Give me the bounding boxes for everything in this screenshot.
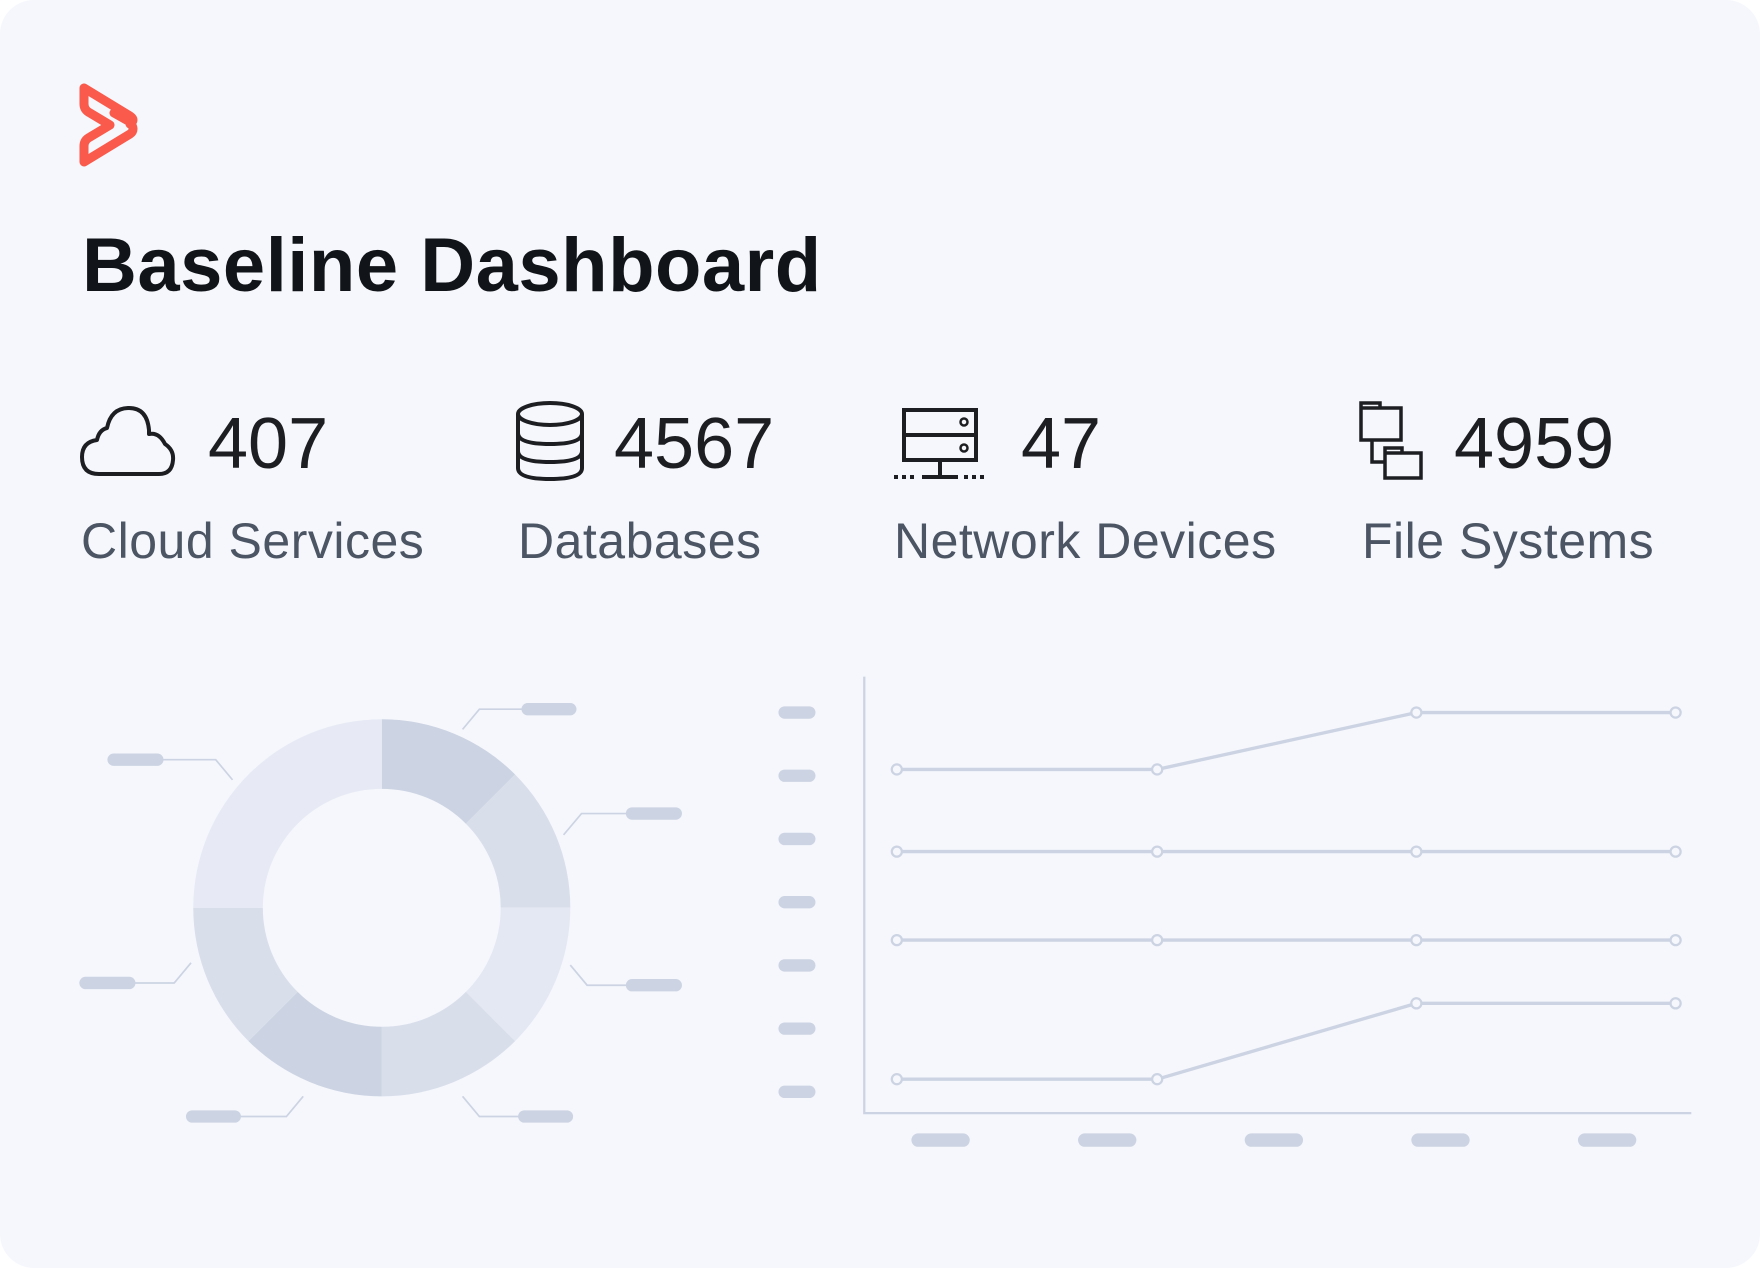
stat-label: Databases [518, 513, 762, 569]
stat-value: 47 [1021, 404, 1102, 484]
series-point [1150, 763, 1164, 776]
donut-chart [193, 719, 571, 1097]
donut-leader-line [562, 812, 627, 836]
donut-slice-3 [465, 907, 571, 1042]
series-line-4 [896, 1001, 1676, 1081]
donut-leader-line [134, 962, 192, 984]
donut-leader-line [162, 758, 234, 781]
donut-label-callouts [79, 703, 682, 1123]
folders-icon [1359, 401, 1423, 480]
series-point [1150, 1073, 1164, 1086]
line-chart [778, 676, 1692, 1147]
series-point [1410, 997, 1423, 1010]
series-point [1669, 997, 1682, 1010]
series-point [1410, 933, 1423, 947]
stat-label: Cloud Services [81, 513, 425, 569]
donut-leader-line [569, 964, 627, 987]
stat-label: File Systems [1362, 513, 1655, 569]
stat-value: 4959 [1454, 404, 1615, 484]
donut-slice-7 [193, 719, 382, 908]
donut-slice-1 [381, 719, 516, 824]
series-point [890, 763, 904, 776]
stat-label: Network Devices [894, 513, 1277, 569]
series-point [1669, 845, 1682, 858]
series-point [1669, 933, 1682, 947]
series-point [1410, 845, 1423, 858]
donut-leader-line [240, 1095, 304, 1118]
brand-chevron-logo [79, 83, 138, 167]
donut-slice-5 [248, 991, 382, 1097]
database-icon [516, 401, 584, 482]
donut-leader-line [461, 708, 523, 730]
series-point [1150, 845, 1164, 858]
stat-value: 4567 [614, 404, 775, 484]
network-server-icon [894, 408, 986, 479]
donut-leader-line [461, 1095, 519, 1118]
series-line-1 [896, 710, 1676, 772]
donut-slice-4 [381, 991, 516, 1097]
series-point [1410, 706, 1423, 719]
stat-value: 407 [208, 404, 329, 484]
series-point [890, 1073, 904, 1086]
series-point [890, 933, 904, 947]
donut-slice-6 [193, 907, 298, 1042]
series-point [890, 845, 904, 858]
cloud-icon [80, 406, 176, 476]
series-point [1150, 933, 1164, 947]
page-title: Baseline Dashboard [82, 223, 822, 308]
line-chart-axes [863, 676, 1692, 1115]
donut-slice-2 [465, 774, 571, 908]
series-point [1669, 706, 1682, 719]
